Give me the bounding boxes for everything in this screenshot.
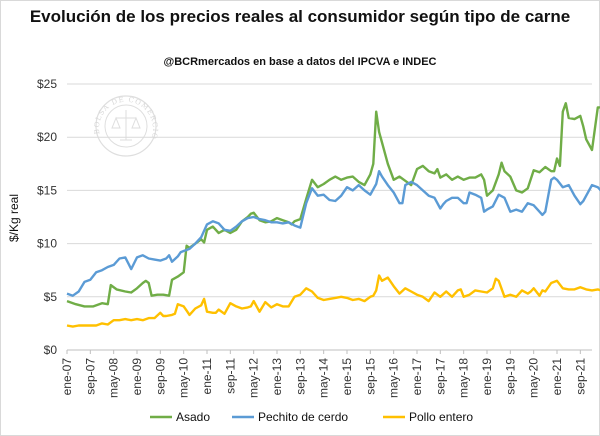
seal-scales-emblem	[111, 110, 141, 141]
y-tick-label: $25	[37, 77, 57, 91]
legend-label: Pechito de cerdo	[258, 410, 348, 424]
x-axis: ene-07 sep-07 may-08 ene-09 sep-09 may-10 ene-…	[60, 350, 587, 398]
x-tick-label: may-08	[107, 358, 121, 398]
x-tick-label: ene-11	[200, 358, 214, 395]
legend-label: Asado	[176, 410, 210, 424]
x-tick-label: sep-19	[503, 358, 517, 395]
x-tick-label: ene-13	[270, 358, 284, 396]
chart-subtitle: @BCRmercados en base a datos del IPCVA e…	[163, 56, 437, 68]
x-tick-label: may-14	[317, 358, 331, 398]
x-tick-label: sep-11	[223, 358, 237, 394]
x-tick-label: ene-21	[550, 358, 564, 396]
x-tick-label: ene-19	[480, 358, 494, 396]
x-tick-label: sep-09	[153, 358, 167, 395]
x-tick-label: ene-07	[60, 358, 74, 396]
x-tick-label: ene-17	[410, 358, 424, 396]
y-tick-label: $20	[37, 130, 57, 144]
x-tick-label: may-18	[457, 358, 471, 398]
x-tick-label: ene-15	[340, 358, 354, 396]
x-tick-label: sep-13	[293, 358, 307, 395]
x-tick-label: may-20	[527, 358, 541, 398]
x-tick-label: sep-15	[363, 358, 377, 395]
y-tick-label: $0	[44, 343, 58, 357]
chart-title: Evolución de los precios reales al consu…	[29, 7, 571, 26]
x-tick-label: may-10	[177, 358, 191, 398]
x-tick-label: sep-07	[83, 358, 97, 395]
series-line-pollo-entero	[66, 274, 600, 328]
y-tick-label: $10	[37, 237, 57, 251]
x-tick-label: may-12	[247, 358, 261, 398]
series-lines	[66, 102, 600, 328]
y-axis: $0 $5 $10 $15 $20 $25	[37, 77, 592, 357]
x-tick-label: ene-09	[130, 358, 144, 396]
y-axis-label: $/Kg real	[7, 194, 21, 242]
series-line-pechito-de-cerdo	[66, 170, 600, 297]
x-tick-label: sep-21	[573, 358, 587, 395]
legend: Asado Pechito de cerdo Pollo entero	[150, 410, 473, 424]
y-tick-label: $5	[44, 290, 58, 304]
y-tick-label: $15	[37, 183, 57, 197]
seal-outer-ring	[95, 95, 157, 157]
series-line-asado	[66, 102, 600, 308]
seal-inner-ring	[104, 104, 148, 148]
x-tick-label: may-16	[387, 358, 401, 398]
x-tick-label: sep-17	[433, 358, 447, 395]
watermark-seal: BOLSA DE COMERCIO DE ROSARIO	[0, 0, 158, 157]
legend-label: Pollo entero	[409, 410, 473, 424]
